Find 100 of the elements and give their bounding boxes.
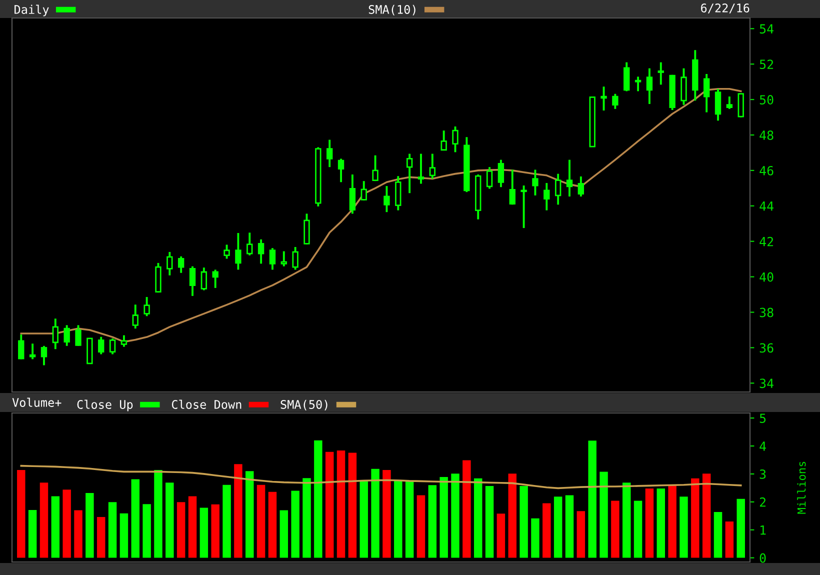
candlestick — [658, 61, 664, 86]
bar — [520, 486, 528, 558]
y-tick-label: 46 — [760, 166, 774, 176]
candlestick — [40, 344, 48, 366]
candlestick — [178, 255, 184, 274]
bar — [17, 470, 26, 558]
candlestick — [384, 185, 390, 214]
candlestick — [326, 138, 333, 168]
candlestick — [292, 246, 298, 271]
y-tick-label: 2 — [760, 497, 766, 507]
candlestick — [544, 182, 550, 212]
y-axis-title: Millions — [797, 462, 806, 514]
candlestick — [132, 304, 138, 330]
y-tick-label: 40 — [760, 272, 774, 282]
bar — [496, 514, 506, 558]
bar — [154, 470, 162, 558]
bar — [108, 502, 117, 558]
candlestick — [418, 152, 424, 185]
bar — [565, 495, 574, 558]
bar — [600, 472, 608, 558]
bar — [462, 460, 471, 558]
candlestick — [703, 73, 710, 114]
y-tick-label: 1 — [760, 526, 766, 535]
bar — [246, 471, 254, 558]
bar — [611, 500, 620, 558]
bar — [336, 450, 346, 558]
bar — [680, 496, 688, 558]
candlestick — [634, 76, 642, 92]
bar — [554, 496, 562, 558]
candlestick — [109, 337, 116, 356]
bar — [405, 480, 414, 558]
candlestick — [235, 232, 242, 271]
bar — [542, 503, 551, 558]
candlestick — [304, 212, 310, 246]
bar — [120, 513, 128, 558]
bar — [142, 504, 151, 558]
bar — [74, 510, 82, 558]
bar — [291, 490, 300, 558]
bar — [656, 488, 666, 558]
bar — [234, 464, 242, 558]
bar — [371, 468, 380, 558]
bar — [166, 482, 174, 558]
y-tick-label: 52 — [760, 60, 774, 70]
candlestick — [349, 174, 356, 215]
bar — [222, 484, 231, 558]
candlestick — [486, 166, 493, 190]
bar — [325, 452, 334, 558]
candlestick — [624, 61, 630, 92]
bar — [62, 490, 71, 558]
bar — [86, 492, 94, 558]
legend-label: SMA(50) — [280, 400, 328, 410]
bar — [736, 498, 745, 558]
y-tick-label: 4 — [760, 442, 766, 451]
bar — [280, 510, 288, 558]
y-tick-label: 0 — [760, 553, 766, 563]
bar — [622, 482, 631, 558]
bar — [348, 452, 357, 558]
candlestick — [64, 324, 70, 347]
y-tick-label: 3 — [760, 469, 766, 479]
candlestick — [578, 175, 584, 198]
candlestick — [726, 96, 733, 110]
y-tick-label: 38 — [760, 308, 774, 318]
candlestick — [372, 154, 378, 182]
candlestick — [600, 86, 607, 112]
candlestick — [440, 130, 447, 152]
candlestick — [269, 247, 276, 271]
y-tick-label: 54 — [760, 24, 774, 34]
candlestick — [338, 158, 344, 184]
legend-label: Daily — [14, 4, 49, 16]
bar — [131, 479, 140, 558]
y-tick-label: 48 — [760, 130, 774, 140]
bar — [302, 478, 311, 558]
bar — [96, 516, 106, 558]
candlestick — [612, 92, 618, 110]
bar — [188, 496, 197, 558]
bar — [485, 486, 494, 558]
candlestick — [166, 250, 173, 276]
bar — [200, 508, 208, 558]
bar — [645, 488, 654, 558]
candlestick — [189, 265, 196, 297]
candlestick — [98, 336, 104, 356]
bar — [702, 474, 711, 558]
candlestick — [714, 88, 722, 122]
candlestick — [212, 268, 218, 289]
candlestick — [200, 266, 208, 292]
bar — [634, 500, 642, 558]
candlestick — [52, 318, 59, 350]
bar — [416, 495, 426, 558]
y-tick-label: 34 — [760, 378, 774, 388]
bar — [382, 470, 391, 558]
candlestick — [120, 334, 128, 348]
candlestick — [554, 172, 562, 206]
y-tick-label: 5 — [760, 414, 766, 423]
candlestick — [406, 152, 413, 194]
y-tick-label: 36 — [760, 343, 774, 353]
bar — [668, 485, 676, 558]
candlestick — [680, 67, 687, 106]
candlestick — [144, 296, 150, 318]
bar — [256, 484, 266, 558]
candlestick — [224, 244, 230, 260]
